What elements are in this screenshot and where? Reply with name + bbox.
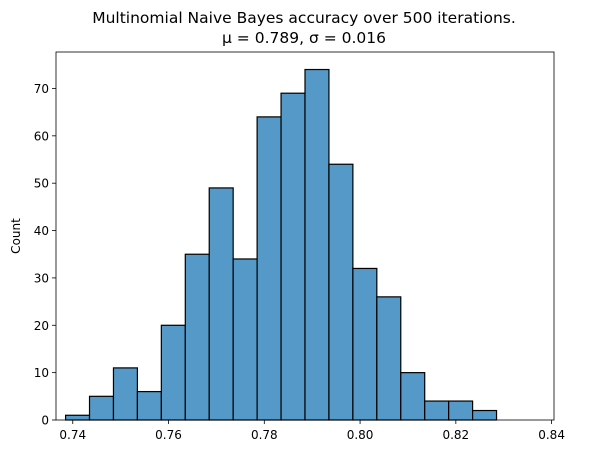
x-axis: 0.74 0.76 0.78 0.80 0.82 0.84 [59, 420, 565, 442]
bars-group [64, 68, 498, 421]
histogram-bar-6 [208, 187, 234, 421]
histogram-bar-13 [376, 296, 402, 421]
histogram-bar-8 [256, 116, 282, 421]
histogram-bar-14 [400, 372, 426, 421]
y-tick-label: 0 [41, 414, 49, 428]
chart-title: Multinomial Naive Bayes accuracy over 50… [92, 9, 516, 27]
histogram-bar-7 [232, 258, 258, 421]
y-tick-label: 60 [34, 129, 49, 143]
x-tick-label: 0.78 [251, 428, 278, 442]
x-tick-label: 0.76 [155, 428, 182, 442]
histogram-bar-17 [471, 409, 498, 421]
histogram-bar-0 [64, 414, 91, 421]
chart-subtitle: μ = 0.789, σ = 0.016 [222, 29, 386, 47]
histogram-bar-4 [160, 324, 186, 421]
y-tick-label: 30 [34, 271, 49, 285]
histogram-bar-3 [136, 390, 162, 421]
y-tick-label: 70 [34, 82, 49, 96]
y-tick-label: 50 [34, 177, 49, 191]
x-tick-label: 0.74 [59, 428, 86, 442]
histogram-bar-1 [88, 395, 115, 421]
y-axis: 0 10 20 30 40 50 60 70 [34, 82, 56, 428]
plot-frame [55, 51, 555, 421]
histogram-bar-2 [112, 367, 139, 421]
histogram-bar-10 [304, 68, 330, 421]
x-tick-label: 0.80 [347, 428, 374, 442]
histogram-bar-9 [280, 92, 306, 421]
y-axis-label: Count [9, 218, 23, 254]
histogram-bar-11 [328, 163, 354, 421]
y-tick-label: 10 [34, 366, 49, 380]
y-tick-label: 40 [34, 224, 49, 238]
histogram-bar-15 [424, 400, 450, 421]
x-tick-label: 0.84 [538, 428, 565, 442]
histogram-bar-5 [184, 253, 210, 421]
histogram-bar-12 [352, 267, 378, 421]
histogram-bar-16 [448, 400, 474, 421]
y-tick-label: 20 [34, 319, 49, 333]
x-tick-label: 0.82 [442, 428, 469, 442]
